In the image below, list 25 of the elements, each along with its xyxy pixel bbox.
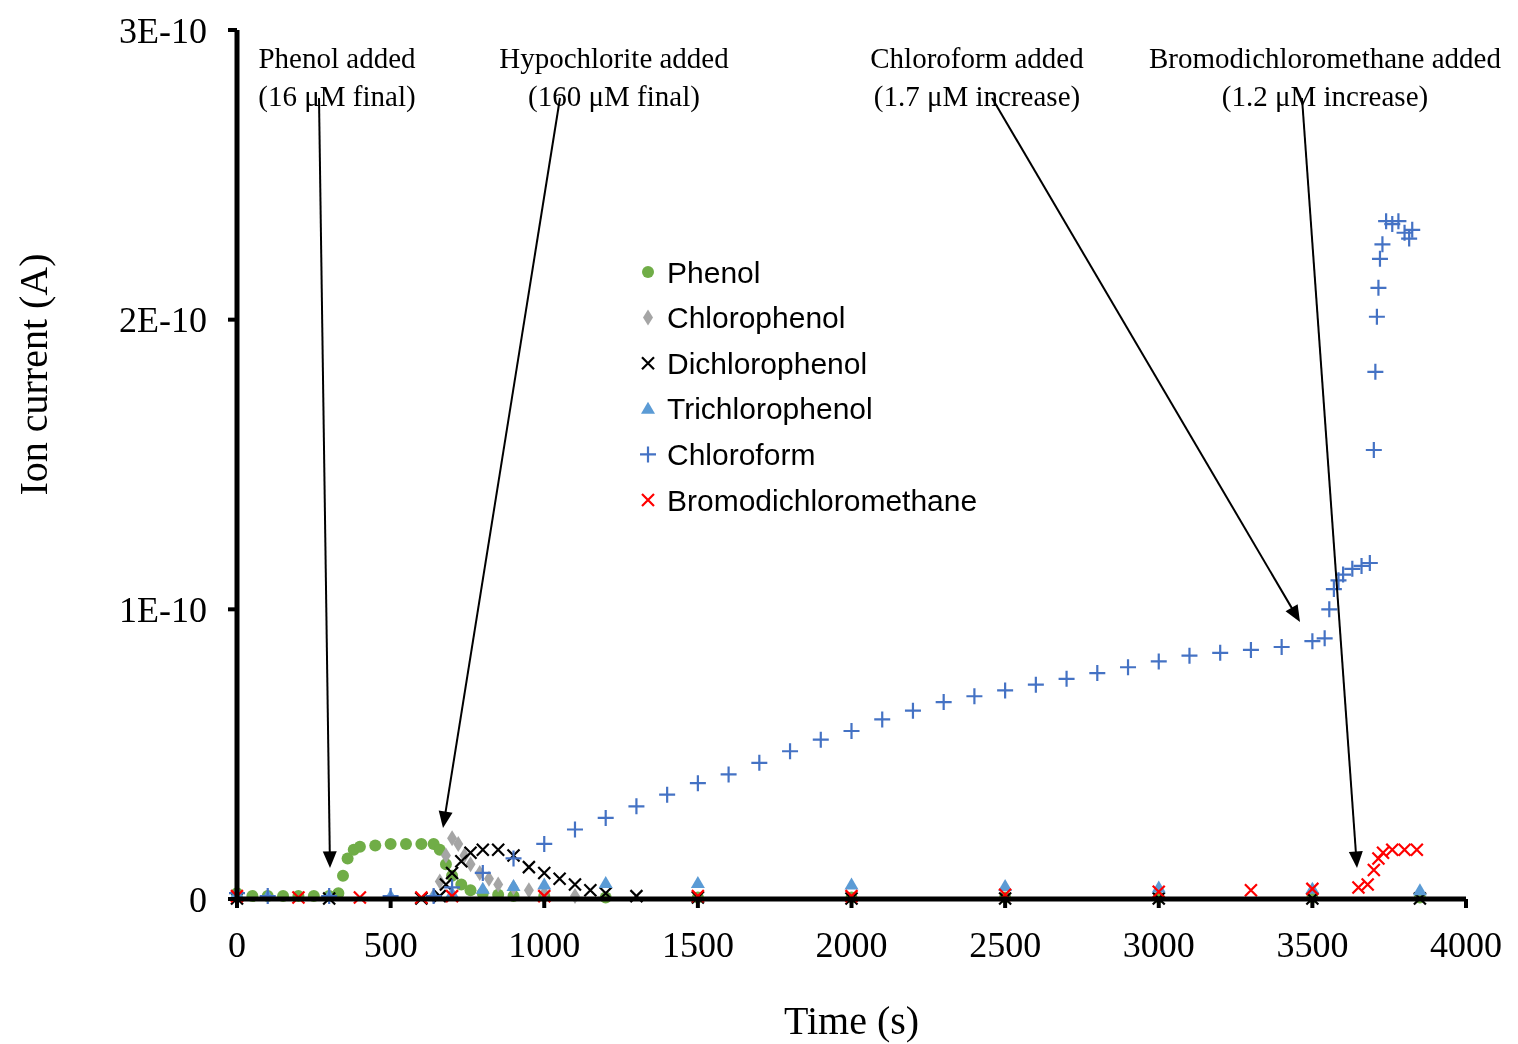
x-axis-title: Time (s) <box>783 998 920 1043</box>
y-axis-title: Ion current (A) <box>11 253 56 496</box>
legend-label: Bromodichloromethane <box>667 483 978 517</box>
x-tick-label: 500 <box>363 925 418 965</box>
legend-label: Dichlorophenol <box>667 346 868 380</box>
legend-label: Phenol <box>667 255 761 289</box>
y-tick-label: 2E-10 <box>119 300 207 341</box>
annotation: Phenol added (16 μM final) <box>258 42 417 113</box>
y-tick-label: 3E-10 <box>119 10 207 51</box>
annotation: Hypochlorite added (160 μM final) <box>499 42 730 113</box>
legend-label: Trichlorophenol <box>667 392 873 426</box>
x-tick-label: 1500 <box>661 925 734 965</box>
x-tick-label: 2500 <box>969 925 1042 965</box>
x-tick-label: 4000 <box>1430 925 1502 965</box>
annotation: Chloroform added (1.7 μM increase) <box>870 42 1085 113</box>
x-tick-label: 0 <box>228 925 246 965</box>
x-tick-label: 3500 <box>1276 925 1349 965</box>
y-tick-label: 0 <box>189 879 207 920</box>
legend-label: Chlorophenol <box>667 301 846 335</box>
y-tick-label: 1E-10 <box>119 589 207 630</box>
x-tick-label: 1000 <box>508 925 581 965</box>
x-tick-label: 3000 <box>1122 925 1195 965</box>
annotation: Bromodichloromethane added (1.2 μM increase) <box>1149 42 1502 113</box>
legend-label: Chloroform <box>667 437 816 471</box>
x-tick-label: 2000 <box>815 925 888 965</box>
